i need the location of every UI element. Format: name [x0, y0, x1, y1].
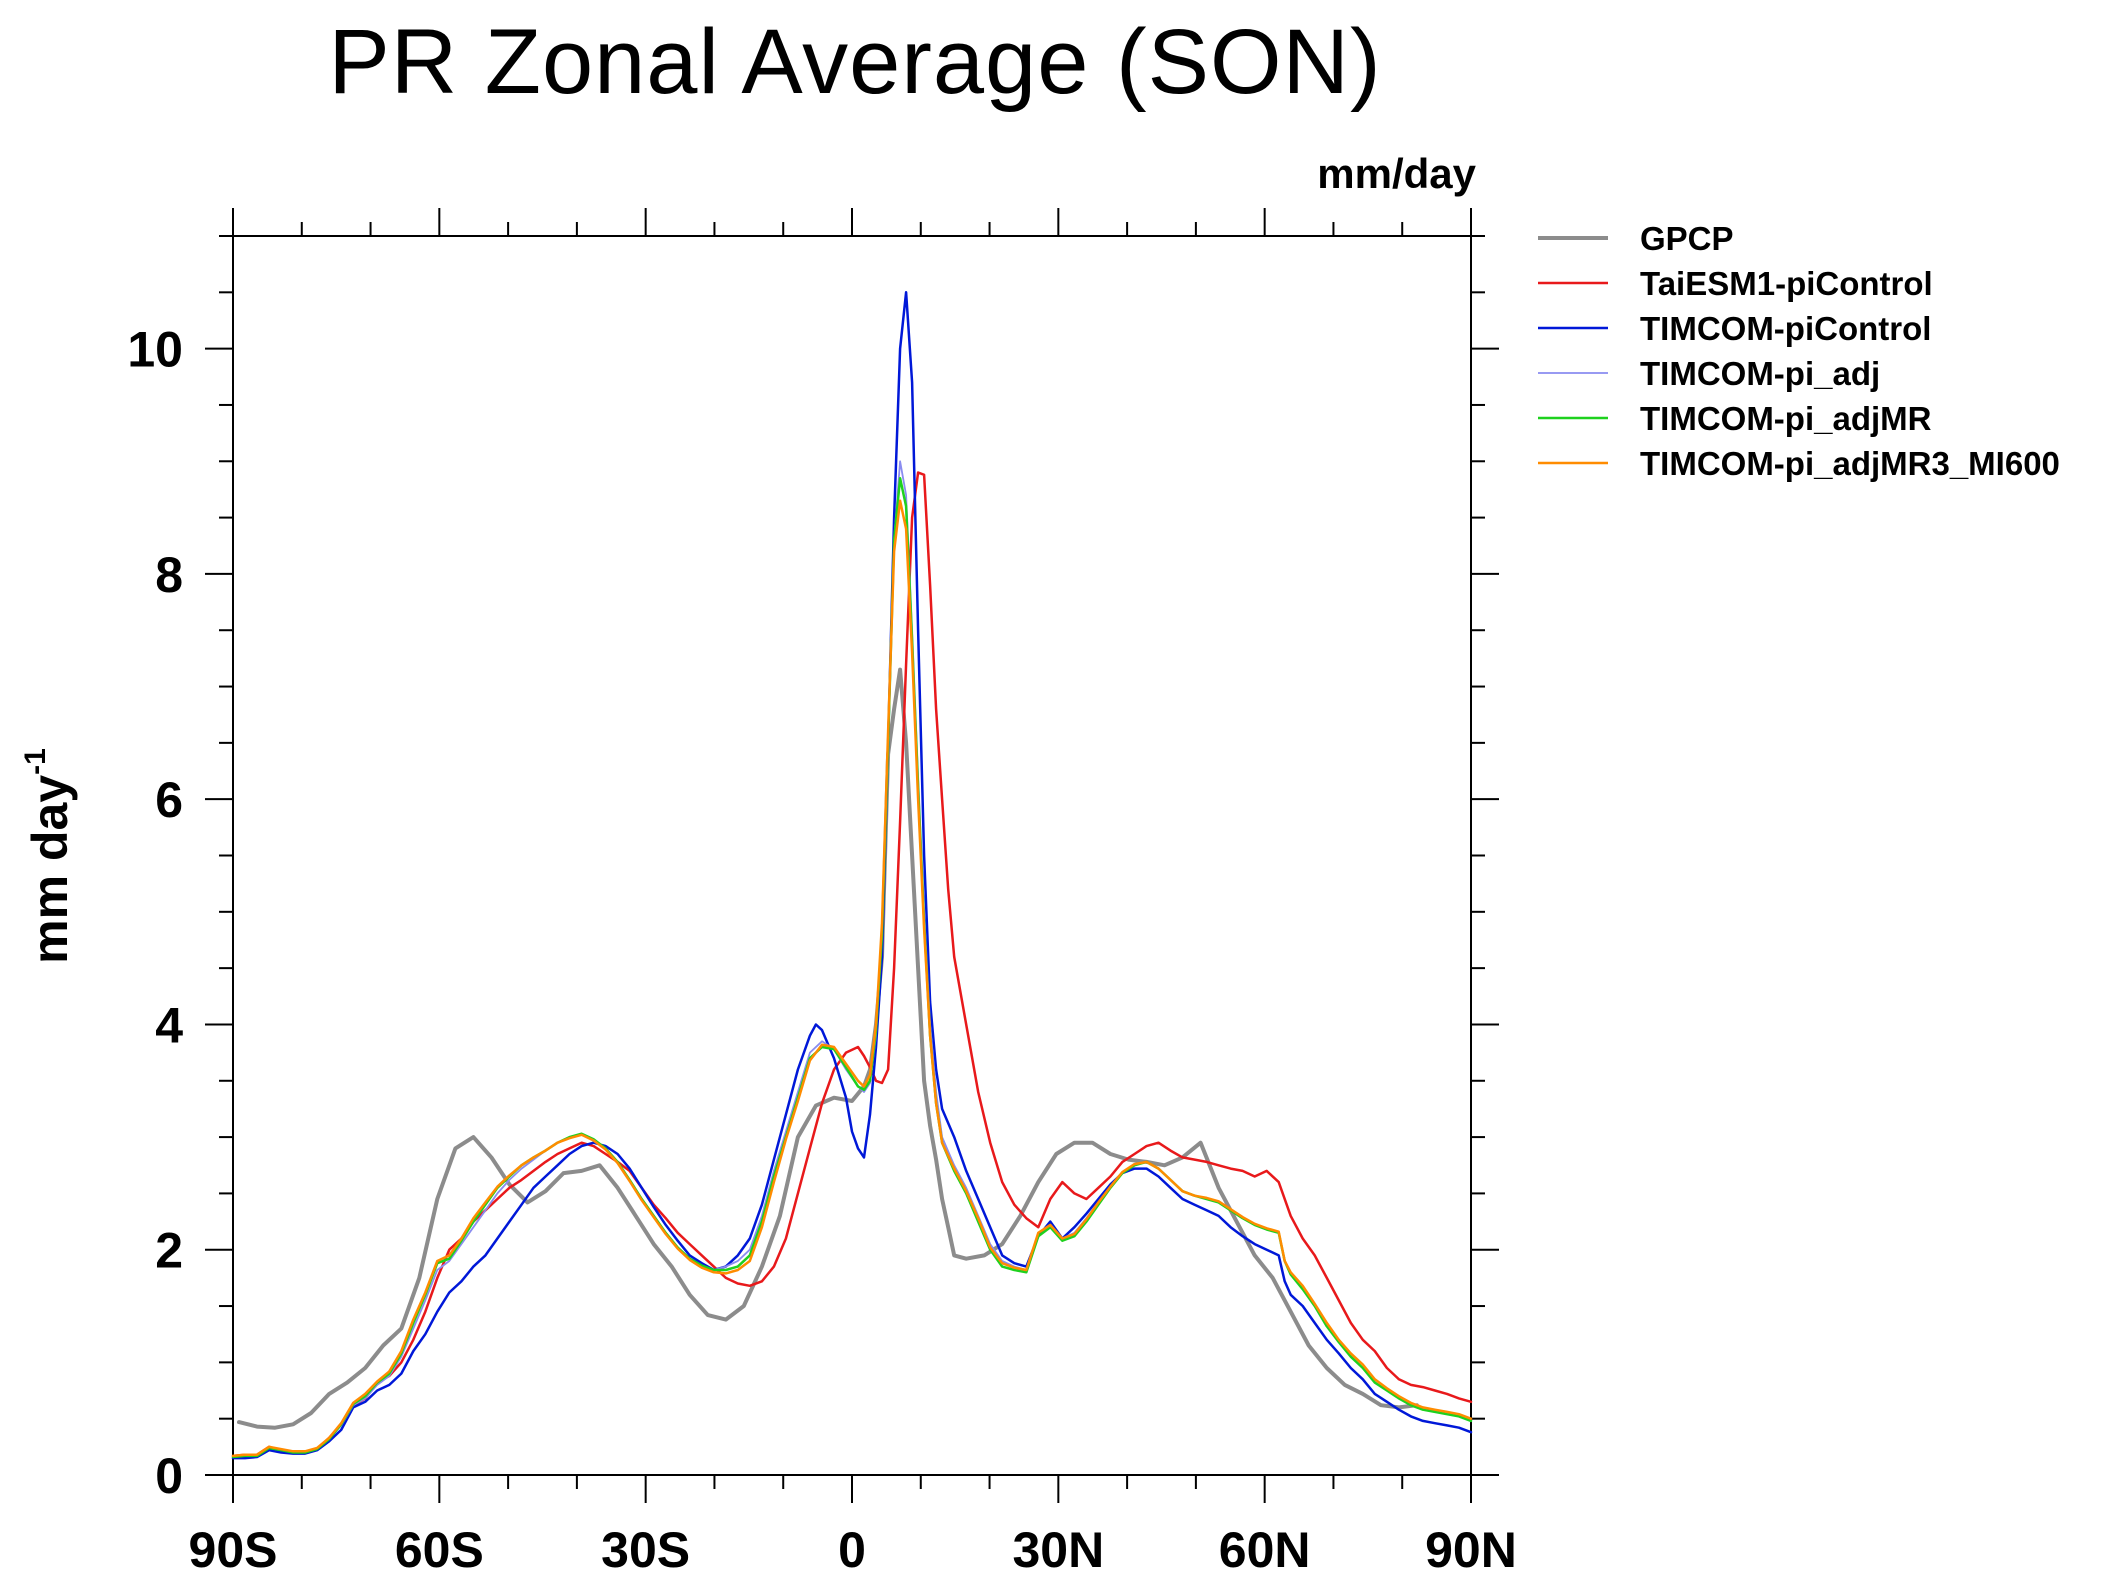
y-tick-label: 10 [127, 322, 183, 378]
series-line-5 [231, 499, 1473, 1458]
x-tick-label: 90N [1425, 1522, 1517, 1578]
legend-label: TIMCOM-pi_adjMR [1640, 400, 1932, 437]
y-axis-title-text: mm day [22, 775, 78, 964]
chart-title: PR Zonal Average (SON) [328, 11, 1382, 113]
legend-label: TIMCOM-pi_adj [1640, 355, 1880, 392]
y-tick-label: 8 [155, 547, 183, 603]
y-axis-label: mm day-1 [19, 748, 78, 964]
y-axis-title-superscript: -1 [19, 748, 52, 775]
y-tick-label: 2 [155, 1223, 183, 1279]
x-tick-label: 0 [838, 1522, 866, 1578]
x-tick-label: 30S [601, 1522, 690, 1578]
legend: GPCP TaiESM1-piControl TIMCOM-piControl TIM… [1538, 220, 2060, 482]
units-label: mm/day [1317, 150, 1476, 197]
x-tick-label: 90S [189, 1522, 278, 1578]
series-line-1 [231, 471, 1473, 1458]
series-line-2 [231, 291, 1473, 1460]
x-tick-label: 30N [1012, 1522, 1104, 1578]
y-tick-label: 0 [155, 1448, 183, 1504]
legend-label: TIMCOM-pi_adjMR3_MI600 [1640, 445, 2060, 482]
x-tick-label: 60N [1219, 1522, 1311, 1578]
y-axis-title: mm day-1 [19, 748, 78, 964]
legend-label: GPCP [1640, 220, 1734, 257]
plot-border [232, 235, 1472, 1476]
y-tick-label: 4 [155, 997, 183, 1053]
axis-ticks: 90S 60S 30S 0 30N 60N 90N 0 2 4 6 8 10 [127, 208, 1517, 1578]
plot-frame [232, 235, 1472, 1476]
legend-label: TaiESM1-piControl [1640, 265, 1933, 302]
series-lines [231, 291, 1473, 1460]
x-tick-label: 60S [395, 1522, 484, 1578]
y-tick-label: 6 [155, 772, 183, 828]
legend-label: TIMCOM-piControl [1640, 310, 1931, 347]
